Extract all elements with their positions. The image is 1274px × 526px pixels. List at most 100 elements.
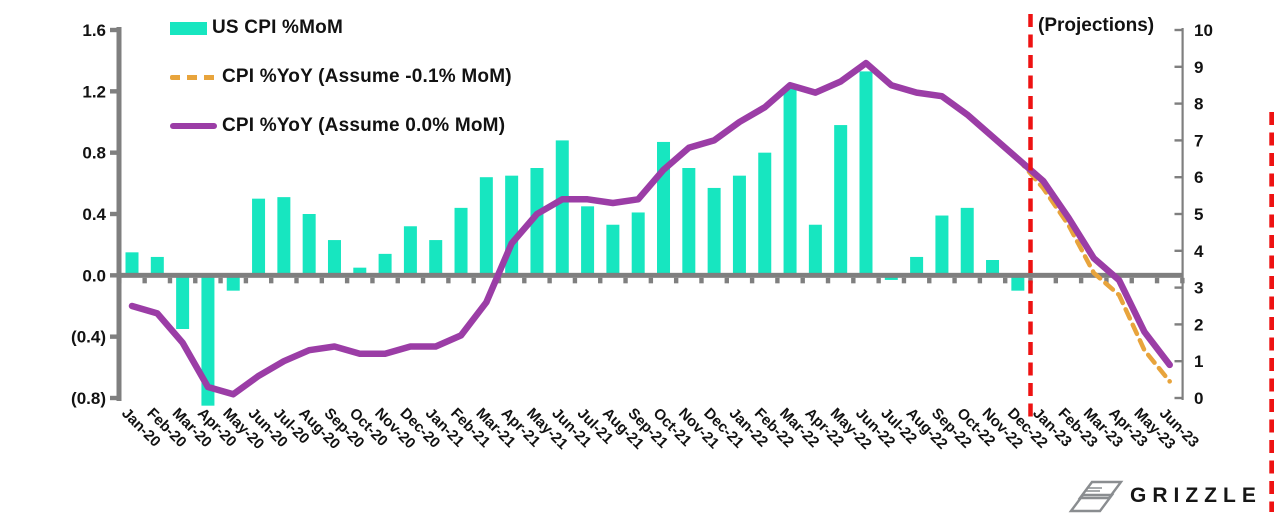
bar — [353, 267, 367, 276]
right-axis-tick — [1174, 102, 1183, 105]
x-axis-tick — [1104, 277, 1109, 284]
left-axis-tick-label: 0.0 — [82, 266, 106, 285]
x-axis-tick — [749, 277, 755, 284]
left-axis-tick-label: (0.4) — [71, 328, 106, 347]
x-axis-tick — [218, 277, 223, 284]
left-axis-tick-label: (0.8) — [71, 389, 106, 408]
x-axis-tick — [775, 277, 780, 284]
x-axis-tick — [927, 277, 932, 284]
bar — [910, 256, 924, 276]
grizzle-logo-icon — [1068, 480, 1124, 513]
x-axis-tick — [1078, 277, 1084, 284]
bar — [707, 187, 721, 276]
bar — [732, 175, 746, 276]
right-axis-tick — [1174, 323, 1183, 326]
right-axis-tick-label: 1 — [1194, 352, 1203, 371]
bar — [834, 125, 848, 276]
x-axis-tick — [572, 277, 578, 284]
legend-item-cpi-yoy-minus01: CPI %YoY (Assume -0.1% MoM) — [170, 63, 512, 91]
bar — [302, 214, 316, 276]
left-axis-tick-label: 1.2 — [82, 82, 106, 101]
bar — [252, 198, 266, 276]
bar — [808, 224, 822, 276]
x-axis-tick — [142, 277, 147, 284]
x-axis-tick — [243, 277, 249, 284]
bar — [606, 224, 620, 276]
x-axis-tick — [825, 277, 831, 284]
chart-legend: US CPI %MoM CPI %YoY (Assume -0.1% MoM) … — [170, 14, 512, 161]
x-axis-tick — [1129, 277, 1134, 284]
right-axis-tick — [1174, 360, 1183, 363]
cpi-yoy-line-series — [128, 59, 1173, 398]
x-axis-tick — [648, 277, 654, 284]
x-axis-tick — [319, 277, 325, 284]
x-axis-tick — [977, 277, 983, 284]
right-axis-tick-label: 6 — [1194, 168, 1203, 187]
x-axis-tick — [724, 277, 729, 284]
x-axis-tick — [370, 277, 375, 284]
projection-dashed-line-series — [1015, 156, 1172, 384]
x-axis-tick — [420, 277, 426, 284]
left-axis-tick — [110, 89, 119, 94]
left-axis-tick-label: 0.8 — [82, 144, 106, 163]
bar — [530, 168, 544, 276]
bar — [758, 152, 772, 276]
x-axis-tick — [1053, 277, 1059, 284]
left-axis-tick-label: 1.6 — [82, 21, 106, 40]
right-axis-tick-label: 10 — [1194, 21, 1213, 40]
bar — [581, 206, 595, 276]
bar — [176, 275, 190, 329]
bar — [631, 212, 645, 276]
x-axis-tick — [952, 277, 957, 284]
bar — [555, 140, 569, 276]
right-axis-tick-label: 0 — [1194, 389, 1203, 408]
bar — [935, 215, 949, 276]
x-axis-tick — [117, 277, 122, 284]
bar-series-swatch-icon — [170, 21, 207, 35]
right-axis-tick-label: 8 — [1194, 95, 1203, 114]
bar — [682, 168, 696, 276]
legend-label: CPI %YoY (Assume -0.1% MoM) — [222, 66, 512, 87]
x-axis-tick — [598, 277, 603, 284]
right-axis-tick — [1174, 139, 1183, 142]
bar — [429, 240, 443, 276]
bar — [454, 207, 468, 276]
left-axis-tick — [110, 273, 119, 278]
bar — [226, 275, 240, 291]
bar — [783, 88, 797, 276]
left-axis-tick-label: 0.4 — [82, 205, 106, 224]
left-axis-tick — [110, 150, 119, 155]
bar — [986, 260, 1000, 276]
grizzle-logo-text: GRIZZLE — [1130, 484, 1262, 507]
x-axis-tick — [623, 277, 628, 284]
bar — [859, 71, 873, 276]
bar — [277, 197, 291, 276]
x-axis-tick — [522, 277, 527, 284]
x-axis-tick — [269, 277, 274, 284]
bar — [150, 256, 164, 276]
right-axis-tick-label: 2 — [1194, 315, 1203, 334]
right-axis-tick — [1174, 176, 1183, 179]
bar — [378, 253, 392, 276]
right-axis-tick — [1174, 396, 1183, 400]
right-axis-tick — [1174, 286, 1183, 289]
x-axis-tick — [800, 277, 805, 284]
bar — [327, 240, 341, 276]
left-axis-tick — [110, 334, 119, 339]
legend-label: CPI %YoY (Assume 0.0% MoM) — [222, 115, 506, 136]
dashed-line-series-swatch-icon — [170, 74, 217, 80]
bar — [479, 177, 493, 276]
solid-line-series-swatch-icon — [170, 123, 217, 129]
x-axis-tick — [344, 277, 350, 284]
bar — [201, 275, 215, 406]
right-axis-tick-label: 5 — [1194, 205, 1203, 224]
x-axis-tick — [395, 277, 400, 284]
bar — [1011, 275, 1025, 291]
x-axis-tick — [446, 277, 451, 284]
x-axis-tick — [699, 277, 704, 284]
right-axis-tick-label: 3 — [1194, 279, 1203, 298]
x-axis-tick — [193, 277, 198, 284]
right-axis-tick-label: 7 — [1194, 131, 1203, 150]
